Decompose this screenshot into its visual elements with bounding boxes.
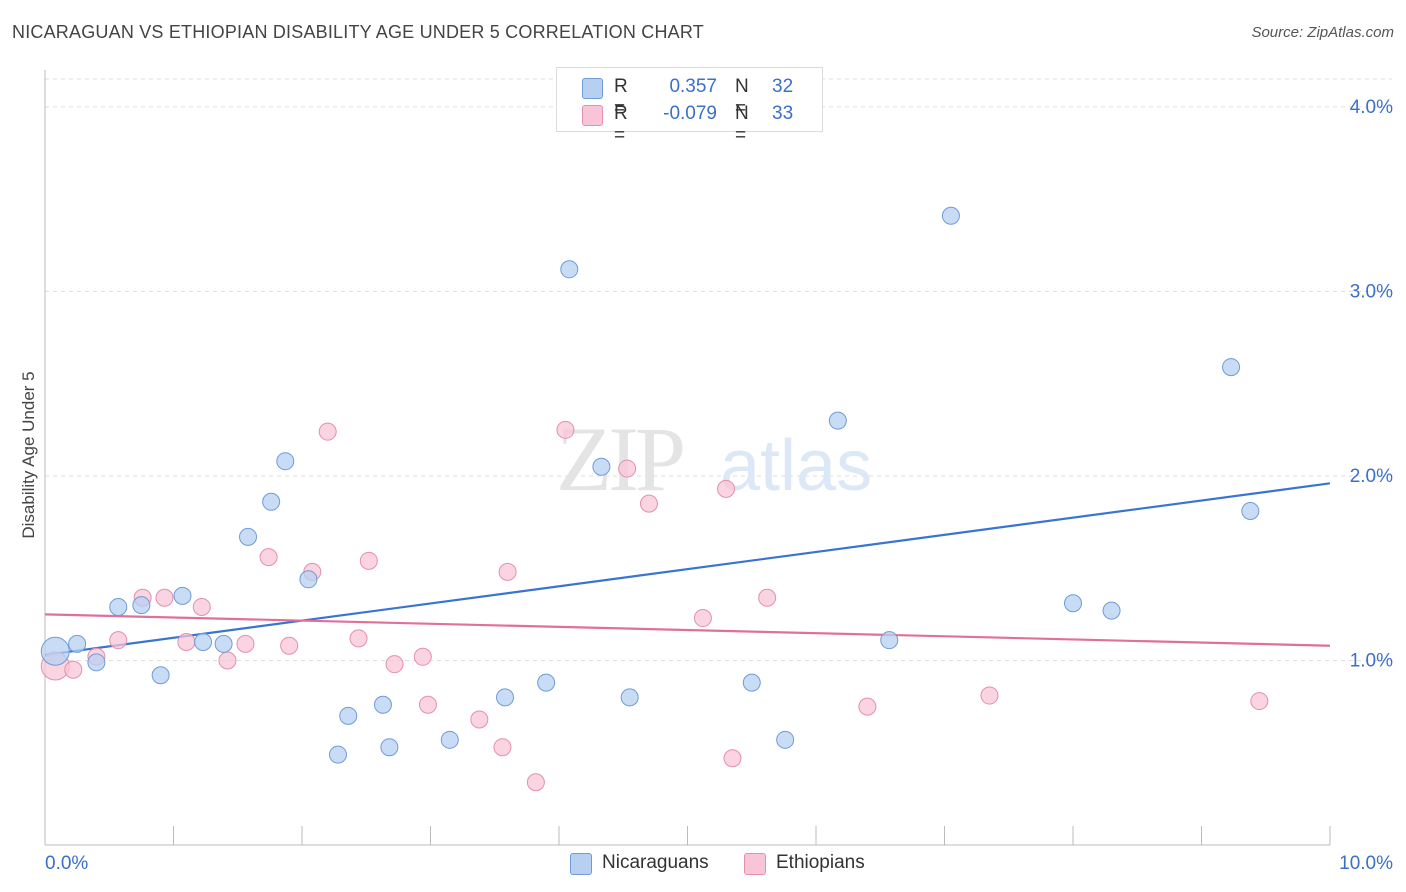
nicaraguan-point [194, 633, 213, 652]
nicaraguan-point [380, 738, 399, 757]
watermark-atlas: atlas [720, 426, 872, 506]
nicaraguan-point [132, 596, 151, 615]
nicaraguan-point [109, 597, 128, 616]
ethiopian-point [418, 695, 437, 714]
ethiopian-point [280, 636, 299, 655]
nicaraguan-point [328, 745, 347, 764]
tick-labels: 1.0% 2.0% 3.0% 4.0% 0.0% 10.0% [45, 97, 1393, 874]
legend-n-value: 33 [772, 103, 794, 124]
ethiopian-point [64, 660, 83, 679]
nicaraguan-point [1102, 601, 1121, 620]
nicaraguan-point [68, 634, 87, 653]
ethiopian-point [858, 697, 877, 716]
ethiopian-point [318, 422, 337, 441]
ethiopian-point [758, 588, 777, 607]
nicaraguan-point [299, 570, 318, 589]
ethiopian-point [413, 647, 432, 666]
legend-swatch-blue [570, 853, 592, 875]
watermark: ZIP atlas [556, 408, 872, 510]
ethiopian-point [1250, 692, 1269, 711]
nicaraguan-point [214, 634, 233, 653]
nicaraguan-point [592, 457, 611, 476]
nicaraguan-point [742, 673, 761, 692]
y-tick-label: 3.0% [1350, 281, 1393, 302]
nicaraguan-point [262, 492, 281, 511]
ethiopian-point [618, 459, 637, 478]
x-tick-label: 0.0% [45, 853, 88, 874]
legend-swatch-pink [744, 853, 766, 875]
nicaraguan-point [1064, 594, 1082, 613]
nicaraguan-point [1241, 502, 1260, 521]
legend-label: Ethiopians [776, 852, 865, 873]
nicaraguan-point [40, 636, 70, 666]
data-points [40, 206, 1269, 792]
nicaraguan-point [239, 527, 258, 546]
correlation-legend: R = 0.357 N = 32 R = -0.079 N = 33 [556, 67, 823, 146]
y-tick-label: 4.0% [1350, 97, 1393, 118]
ethiopian-point [717, 479, 736, 498]
nicaraguan-point [1222, 358, 1241, 377]
nicaraguan-trend-line [44, 482, 1331, 657]
legend-n-value: 32 [772, 76, 794, 97]
legend-r-label: R = [614, 76, 628, 119]
y-axis-label: Disability Age Under 5 [19, 371, 38, 538]
legend-n-label: N = [735, 76, 749, 119]
ethiopian-point [639, 494, 658, 513]
ethiopian-point [493, 738, 512, 757]
nicaraguan-point [828, 411, 847, 430]
nicaraguan-point [373, 695, 392, 714]
ethiopian-point [218, 651, 237, 670]
ethiopian-point [359, 551, 378, 570]
gridlines [45, 78, 1392, 661]
ethiopian-point [498, 562, 517, 581]
legend-n-label: N = [735, 103, 749, 146]
nicaraguan-point [276, 452, 295, 471]
y-tick-label: 2.0% [1350, 466, 1393, 487]
ethiopian-point [155, 588, 174, 607]
ethiopian-point [556, 420, 575, 439]
legend-swatch-pink [582, 105, 603, 126]
nicaraguan-point [496, 688, 515, 707]
nicaraguan-point [151, 666, 170, 685]
x-tick-label: 10.0% [1339, 853, 1393, 874]
axes [44, 70, 1331, 846]
legend-r-value: -0.079 [663, 103, 717, 124]
nicaraguan-point [339, 706, 358, 725]
nicaraguan-point [537, 673, 556, 692]
nicaraguan-point [560, 260, 579, 279]
ethiopian-trend-line [44, 613, 1331, 647]
chart-title: NICARAGUAN VS ETHIOPIAN DISABILITY AGE U… [12, 22, 704, 42]
source-label: Source: ZipAtlas.com [1251, 24, 1394, 41]
ethiopian-point [177, 633, 196, 652]
nicaraguan-point [173, 586, 192, 605]
nicaraguan-point [87, 653, 106, 672]
ethiopian-point [470, 710, 489, 729]
ethiopian-point [723, 749, 742, 768]
nicaraguan-point [620, 688, 639, 707]
legend-label: Nicaraguans [602, 852, 709, 873]
ethiopian-point [236, 634, 255, 653]
watermark-zip: ZIP [556, 408, 683, 510]
ethiopian-point [259, 548, 278, 567]
trend-lines [44, 482, 1331, 657]
y-tick-label: 1.0% [1350, 650, 1393, 671]
ethiopian-point [526, 773, 545, 792]
nicaraguan-point [880, 631, 899, 650]
legend-swatch-blue [582, 78, 603, 99]
nicaraguan-point [440, 730, 459, 749]
ethiopian-point [192, 597, 211, 616]
ethiopian-point [693, 609, 712, 628]
legend-r-label: R = [614, 103, 628, 146]
legend-r-value: 0.357 [669, 76, 717, 97]
ethiopian-point [980, 686, 999, 705]
ethiopian-point [349, 629, 368, 648]
nicaraguan-point [776, 730, 795, 749]
ethiopian-point [385, 655, 404, 674]
ethiopian-point [109, 631, 128, 650]
nicaraguan-point [941, 206, 960, 225]
